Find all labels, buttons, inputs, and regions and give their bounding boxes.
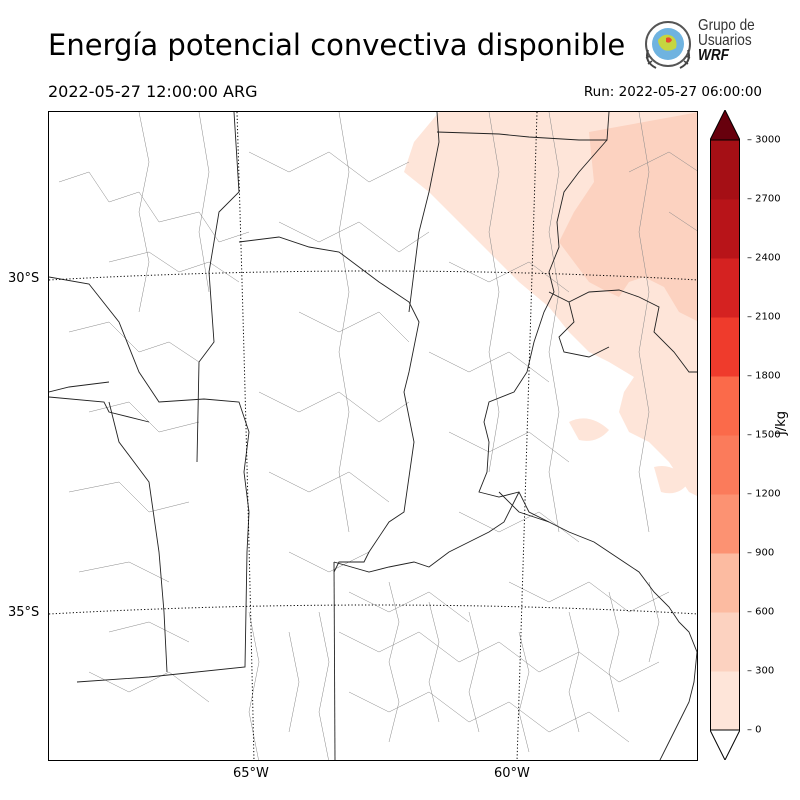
lon-label-60w: 60°W bbox=[494, 766, 530, 781]
map-panel[interactable] bbox=[48, 111, 698, 761]
cape-field bbox=[404, 112, 697, 496]
colorbar-segment bbox=[710, 612, 740, 672]
colorbar-tick-label: – 600 bbox=[747, 606, 775, 618]
colorbar-segment bbox=[710, 435, 740, 495]
colorbar-segment bbox=[710, 258, 740, 318]
cape-shade-0-300-patch bbox=[654, 466, 689, 494]
lat-label-30s: 30°S bbox=[8, 271, 40, 286]
admin-boundaries bbox=[58, 112, 697, 760]
colorbar-tick-label: – 1800 bbox=[747, 370, 781, 382]
colorbar-tick-label: – 2100 bbox=[747, 311, 781, 323]
colorbar-segment bbox=[710, 140, 740, 200]
map-canvas[interactable] bbox=[49, 112, 698, 761]
colorbar-tick-label: – 3000 bbox=[747, 134, 781, 146]
logo-line-2: Usuarios bbox=[698, 32, 752, 49]
lat-label-35s: 35°S bbox=[8, 605, 40, 620]
cape-shade-300-600 bbox=[559, 112, 697, 321]
colorbar-tick-label: – 2400 bbox=[747, 252, 781, 264]
colorbar-tick-label: – 300 bbox=[747, 665, 775, 677]
logo-line-1: Grupo de bbox=[698, 17, 755, 34]
cape-shade-0-300-patch bbox=[569, 418, 609, 441]
valid-time: 2022-05-27 12:00:00 ARG bbox=[48, 82, 258, 101]
lon-label-65w: 65°W bbox=[233, 766, 269, 781]
colorbar-outline bbox=[710, 139, 740, 731]
logo-text: Grupo de Usuarios WRF bbox=[698, 17, 755, 64]
logo-line-3: WRF bbox=[698, 47, 729, 64]
colorbar-segment bbox=[710, 494, 740, 554]
colorbar-tick-label: – 0 bbox=[747, 724, 762, 736]
colorbar-segment bbox=[710, 199, 740, 259]
wrf-logo: Grupo de Usuarios WRF bbox=[638, 16, 768, 74]
colorbar-segment bbox=[710, 671, 740, 731]
colorbar bbox=[710, 110, 740, 760]
graticule bbox=[49, 112, 697, 760]
colorbar-segment bbox=[710, 317, 740, 377]
colorbar-extend-max bbox=[710, 110, 740, 141]
province-boundaries bbox=[49, 112, 697, 760]
colorbar-tick-label: – 900 bbox=[747, 547, 775, 559]
colorbar-segment bbox=[710, 376, 740, 436]
run-time: Run: 2022-05-27 06:00:00 bbox=[583, 84, 762, 100]
colorbar-tick-label: – 1200 bbox=[747, 488, 781, 500]
colorbar-unit-label: J/kg bbox=[774, 411, 789, 435]
colorbar-tick-label: – 1500 bbox=[747, 429, 781, 441]
colorbar-extend-min bbox=[710, 729, 740, 760]
colorbar-segment bbox=[710, 553, 740, 613]
colorbar-tick-label: – 2700 bbox=[747, 193, 781, 205]
map-title: Energía potencial convectiva disponible bbox=[48, 28, 626, 62]
globe-seal-icon bbox=[645, 21, 691, 69]
